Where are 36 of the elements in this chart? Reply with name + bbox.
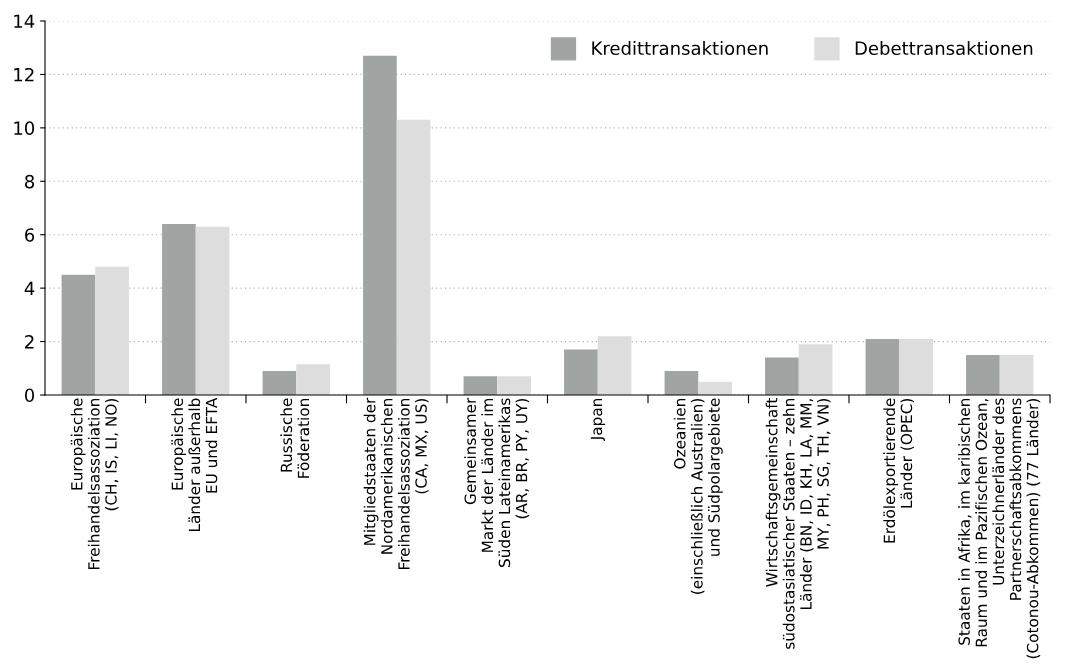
- x-tick-label: Mitgliedstaaten der Nordamerikanischen Freihandelsassoziation (CA, MX, US): [363, 397, 429, 569]
- bar: [798, 344, 833, 395]
- bar: [999, 354, 1034, 395]
- bar: [296, 364, 330, 395]
- y-tick-label: 4: [24, 281, 35, 295]
- y-tick-label: 12: [14, 67, 34, 82]
- bar: [664, 370, 699, 395]
- bar: [564, 349, 598, 395]
- bar: [396, 119, 431, 395]
- bar: [899, 338, 933, 395]
- y-tick-label: 0: [24, 388, 35, 403]
- x-tick-label: Ozeanien (einschließlich Australien) und Südpolargebiete: [673, 398, 723, 594]
- legend-label: Debettransaktionen: [855, 41, 1033, 56]
- x-tick-label: Russische Föderation: [280, 398, 310, 478]
- bar: [195, 226, 230, 395]
- y-tick-label: 14: [14, 14, 35, 28]
- bar: [497, 376, 531, 395]
- bar: [262, 370, 297, 395]
- x-tick-label: Europäische Freihandelsassoziation (CH, IS, LI, NO): [70, 398, 119, 569]
- legend-label: Kredittransaktionen: [592, 41, 768, 56]
- bar: [966, 354, 1000, 395]
- x-tick-label: Erdölexportierende Länder (OPEC): [883, 398, 915, 543]
- y-tick-label: 6: [25, 228, 35, 242]
- y-tick-label: 8: [25, 174, 35, 189]
- x-tick-label: Europäische Länder außerhalb EU und EFTA: [171, 397, 218, 532]
- bar: [597, 336, 632, 395]
- bar: [765, 357, 799, 395]
- x-tick-label: Gemeinsamer Markt der Länder im Süden Lateinamerikas (AR, BR, PY, UY): [464, 397, 530, 567]
- y-tick-label: 2: [25, 335, 34, 349]
- x-tick-label: Staaten in Afrika, im karibischen Raum und im Pazifischen Ozean, Unterzeichnerländer des Partnerschaftsabkommens (Cotonou-Abkommen) (77 Länder): [958, 398, 1041, 659]
- bar: [698, 381, 732, 395]
- bar: [463, 376, 498, 395]
- bar: [95, 266, 129, 395]
- x-tick-label: Wirtschaftsgemeinschaft südostasiatischer Staaten – zehn Länder (BN, ID, KH, LA, MM, MY, PH, SG, TH, VN): [765, 398, 831, 649]
- x-tick-label: Japan: [590, 398, 606, 442]
- y-tick-label: 10: [14, 121, 35, 135]
